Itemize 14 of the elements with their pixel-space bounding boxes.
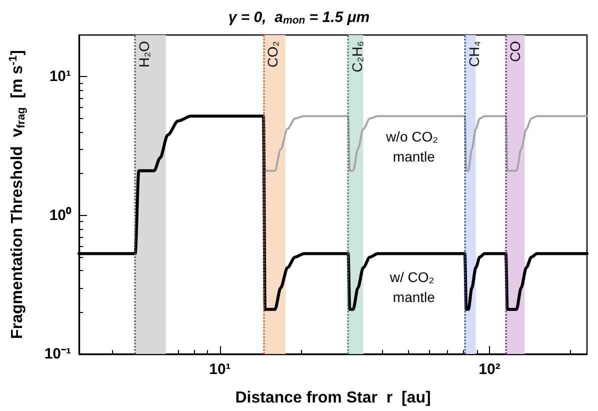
- band-label: C₂H₆: [349, 41, 366, 72]
- chart-title: γ = 0, amon = 1.5 μm: [228, 9, 370, 26]
- y-tick-label: 10⁰: [49, 206, 72, 224]
- y-axis-title: Fragmentation Threshold vfrag [m s-1]: [8, 50, 28, 339]
- x-axis-title: Distance from Star r [au]: [235, 390, 431, 406]
- band-label: H₂O: [136, 40, 152, 68]
- x-tick-label: 10²: [478, 361, 500, 378]
- series-label: w/ CO₂ mantle: [388, 269, 438, 306]
- band-label: CO₂: [264, 41, 280, 68]
- y-tick-label: 10⁻¹: [44, 346, 71, 362]
- series-label: w/o CO₂ mantle: [384, 128, 442, 165]
- band-label: CO: [506, 40, 523, 62]
- band-label: CH₄: [466, 40, 482, 67]
- y-tick-label: 10¹: [49, 68, 71, 86]
